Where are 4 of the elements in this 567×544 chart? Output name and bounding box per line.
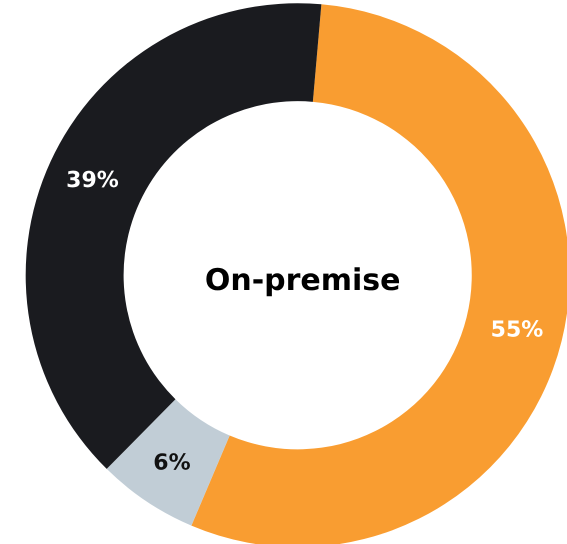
data-label: 39% — [66, 168, 119, 193]
data-label: 6% — [153, 450, 191, 476]
data-label: 55% — [490, 317, 544, 342]
text: On-premise — [204, 262, 401, 298]
